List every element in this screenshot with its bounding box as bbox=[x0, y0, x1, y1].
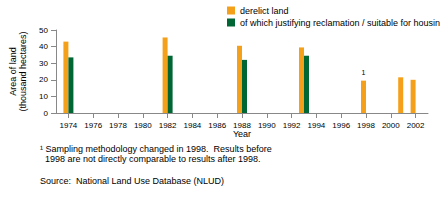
svg-text:1996: 1996 bbox=[332, 121, 350, 130]
svg-text:1988: 1988 bbox=[233, 121, 251, 130]
svg-text:1998: 1998 bbox=[357, 121, 375, 130]
svg-text:40: 40 bbox=[39, 42, 48, 51]
svg-text:1984: 1984 bbox=[184, 121, 202, 130]
svg-text:1998 are not directly comparab: 1998 are not directly comparable to resu… bbox=[40, 154, 261, 164]
svg-text:1992: 1992 bbox=[283, 121, 301, 130]
svg-text:1: 1 bbox=[362, 69, 366, 76]
svg-text:2000: 2000 bbox=[382, 121, 400, 130]
svg-text:50: 50 bbox=[39, 26, 48, 35]
svg-text:1976: 1976 bbox=[84, 121, 102, 130]
svg-text:2002: 2002 bbox=[407, 121, 425, 130]
svg-text:1994: 1994 bbox=[308, 121, 326, 130]
svg-text:Source: National Land Use Dat: Source: National Land Use Database (NLUD… bbox=[40, 176, 224, 186]
svg-text:of which justifying reclamatio: of which justifying reclamation / suitab… bbox=[240, 18, 440, 28]
svg-text:(thousand hectares): (thousand hectares) bbox=[18, 31, 28, 111]
svg-text:1990: 1990 bbox=[258, 121, 276, 130]
svg-text:1986: 1986 bbox=[208, 121, 226, 130]
svg-text:20: 20 bbox=[39, 75, 48, 84]
svg-text:10: 10 bbox=[39, 92, 48, 101]
svg-text:0: 0 bbox=[44, 109, 49, 118]
svg-text:Year: Year bbox=[233, 129, 251, 139]
svg-text:1980: 1980 bbox=[134, 121, 152, 130]
svg-text:30: 30 bbox=[39, 59, 48, 68]
svg-text:derelict land: derelict land bbox=[240, 6, 289, 16]
svg-text:¹ Sampling methodology changed: ¹ Sampling methodology changed in 1998. … bbox=[40, 144, 272, 154]
svg-text:1974: 1974 bbox=[60, 121, 78, 130]
svg-text:1982: 1982 bbox=[159, 121, 177, 130]
svg-text:1978: 1978 bbox=[109, 121, 127, 130]
svg-text:Area of land: Area of land bbox=[8, 47, 18, 96]
